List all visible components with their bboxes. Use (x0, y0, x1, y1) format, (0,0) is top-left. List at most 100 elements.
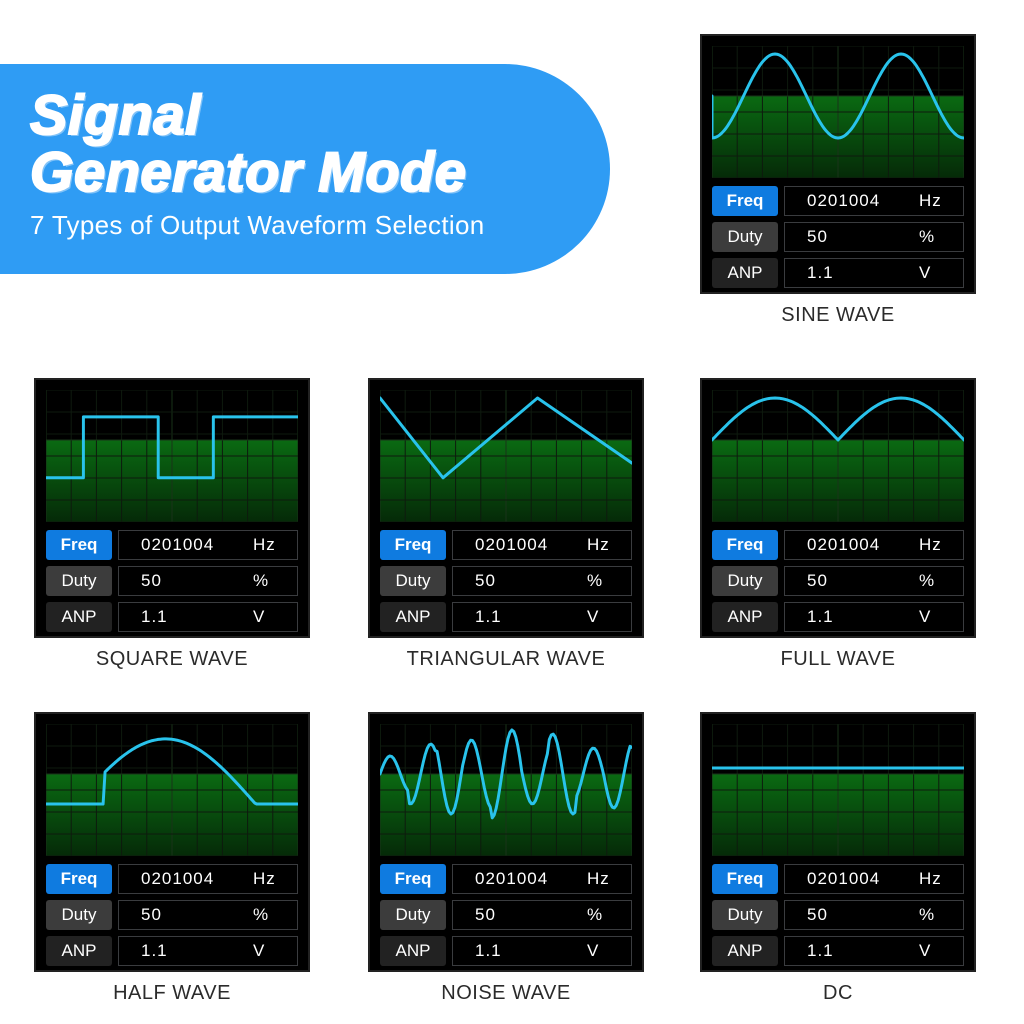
anp-unit: V (253, 607, 287, 627)
scope-display: Freq 0201004 Hz Duty 50 % ANP (368, 378, 644, 638)
waveform-panel-half: Freq 0201004 Hz Duty 50 % ANP (34, 712, 310, 1005)
freq-value-box: 0201004 Hz (784, 186, 964, 216)
header-title: Signal Generator Mode (30, 86, 570, 200)
anp-unit: V (253, 941, 287, 961)
waveform-panel-sine: Freq 0201004 Hz Duty 50 % ANP (700, 34, 976, 327)
header-title-line1: Signal (30, 83, 201, 146)
scope-display: Freq 0201004 Hz Duty 50 % ANP (700, 712, 976, 972)
freq-value: 0201004 (807, 869, 880, 889)
freq-label: Freq (46, 530, 112, 560)
scope-screen (712, 724, 964, 856)
scope-screen (380, 724, 632, 856)
panel-caption: HALF WAVE (34, 982, 310, 1005)
freq-row: Freq 0201004 Hz (46, 864, 298, 894)
duty-row: Duty 50 % (46, 900, 298, 930)
duty-unit: % (919, 905, 953, 925)
duty-value: 50 (475, 571, 496, 591)
readouts: Freq 0201004 Hz Duty 50 % ANP (46, 530, 298, 638)
freq-unit: Hz (919, 869, 953, 889)
panel-caption: NOISE WAVE (368, 982, 644, 1005)
duty-label: Duty (712, 222, 778, 252)
freq-label: Freq (712, 186, 778, 216)
freq-unit: Hz (253, 535, 287, 555)
freq-row: Freq 0201004 Hz (712, 186, 964, 216)
freq-unit: Hz (587, 869, 621, 889)
scope-screen (380, 390, 632, 522)
freq-row: Freq 0201004 Hz (380, 864, 632, 894)
anp-label: ANP (380, 936, 446, 966)
duty-value: 50 (807, 905, 828, 925)
anp-unit: V (919, 607, 953, 627)
duty-row: Duty 50 % (380, 566, 632, 596)
anp-value: 1.1 (475, 607, 502, 627)
readouts: Freq 0201004 Hz Duty 50 % ANP (712, 186, 964, 294)
waveform-panel-triangular: Freq 0201004 Hz Duty 50 % ANP (368, 378, 644, 671)
panel-caption: SINE WAVE (700, 304, 976, 327)
freq-row: Freq 0201004 Hz (712, 530, 964, 560)
freq-value: 0201004 (475, 869, 548, 889)
anp-value-box: 1.1 V (452, 602, 632, 632)
freq-unit: Hz (919, 191, 953, 211)
panel-caption: TRIANGULAR WAVE (368, 648, 644, 671)
anp-value: 1.1 (141, 607, 168, 627)
duty-unit: % (587, 905, 621, 925)
duty-value: 50 (807, 227, 828, 247)
duty-value: 50 (807, 571, 828, 591)
scope-display: Freq 0201004 Hz Duty 50 % ANP (700, 34, 976, 294)
anp-value: 1.1 (141, 941, 168, 961)
anp-row: ANP 1.1 V (712, 936, 964, 966)
freq-row: Freq 0201004 Hz (46, 530, 298, 560)
freq-value-box: 0201004 Hz (452, 864, 632, 894)
anp-value-box: 1.1 V (118, 936, 298, 966)
anp-label: ANP (46, 602, 112, 632)
scope-display: Freq 0201004 Hz Duty 50 % ANP (34, 378, 310, 638)
duty-value-box: 50 % (452, 900, 632, 930)
scope-screen (712, 46, 964, 178)
anp-label: ANP (380, 602, 446, 632)
panel-caption: FULL WAVE (700, 648, 976, 671)
panel-caption: SQUARE WAVE (34, 648, 310, 671)
waveform-panel-full: Freq 0201004 Hz Duty 50 % ANP (700, 378, 976, 671)
waveform-panel-dc: Freq 0201004 Hz Duty 50 % ANP (700, 712, 976, 1005)
scope-screen (46, 390, 298, 522)
anp-value-box: 1.1 V (784, 936, 964, 966)
header-subtitle: 7 Types of Output Waveform Selection (30, 210, 570, 241)
anp-value: 1.1 (475, 941, 502, 961)
duty-value: 50 (141, 905, 162, 925)
anp-label: ANP (46, 936, 112, 966)
anp-unit: V (919, 263, 953, 283)
scope-screen (46, 724, 298, 856)
anp-value-box: 1.1 V (784, 602, 964, 632)
anp-row: ANP 1.1 V (380, 936, 632, 966)
duty-unit: % (587, 571, 621, 591)
duty-label: Duty (46, 566, 112, 596)
duty-row: Duty 50 % (712, 900, 964, 930)
duty-value: 50 (141, 571, 162, 591)
readouts: Freq 0201004 Hz Duty 50 % ANP (46, 864, 298, 972)
freq-unit: Hz (919, 535, 953, 555)
readouts: Freq 0201004 Hz Duty 50 % ANP (712, 530, 964, 638)
anp-value-box: 1.1 V (452, 936, 632, 966)
scope-display: Freq 0201004 Hz Duty 50 % ANP (34, 712, 310, 972)
anp-unit: V (587, 941, 621, 961)
freq-value: 0201004 (141, 869, 214, 889)
anp-label: ANP (712, 258, 778, 288)
freq-unit: Hz (587, 535, 621, 555)
freq-label: Freq (712, 530, 778, 560)
freq-row: Freq 0201004 Hz (712, 864, 964, 894)
duty-value-box: 50 % (118, 900, 298, 930)
freq-value-box: 0201004 Hz (784, 530, 964, 560)
header-title-line2: Generator Mode (30, 140, 466, 203)
freq-label: Freq (712, 864, 778, 894)
anp-value: 1.1 (807, 263, 834, 283)
duty-unit: % (253, 571, 287, 591)
duty-row: Duty 50 % (380, 900, 632, 930)
duty-label: Duty (712, 900, 778, 930)
header-pill: Signal Generator Mode 7 Types of Output … (0, 64, 610, 274)
duty-label: Duty (46, 900, 112, 930)
anp-row: ANP 1.1 V (712, 602, 964, 632)
duty-value-box: 50 % (784, 566, 964, 596)
freq-label: Freq (46, 864, 112, 894)
duty-value-box: 50 % (452, 566, 632, 596)
duty-row: Duty 50 % (712, 566, 964, 596)
